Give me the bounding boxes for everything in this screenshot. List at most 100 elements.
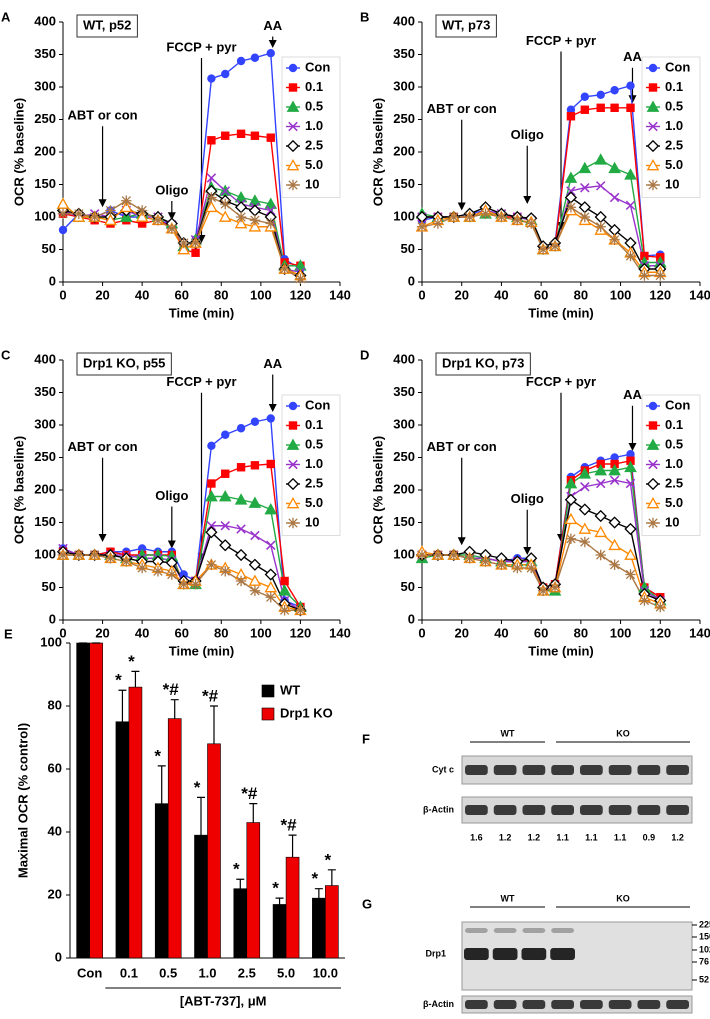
- x-axis-title: Time (min): [528, 305, 594, 320]
- y-tick-label: 0: [49, 611, 56, 626]
- y-tick-label: 250: [393, 111, 415, 126]
- y-tick-label: 400: [393, 13, 415, 28]
- band: [464, 948, 489, 960]
- ratio-label: 1.2: [671, 832, 684, 842]
- legend-label: 0.5: [305, 436, 323, 451]
- y-tick-label: 0: [55, 949, 62, 964]
- y-tick-label: 150: [393, 514, 415, 529]
- arrow-head: [268, 40, 277, 48]
- marker: [207, 74, 216, 83]
- marker: [250, 461, 260, 470]
- marker: [580, 105, 590, 114]
- band: [608, 805, 632, 815]
- marker: [236, 463, 246, 472]
- x-tick-label: 80: [574, 625, 588, 640]
- marker: [264, 502, 278, 515]
- marker: [220, 186, 230, 196]
- marker: [207, 441, 216, 450]
- marker: [205, 489, 218, 502]
- x-tick-label: 10.0: [313, 965, 338, 980]
- band: [608, 1000, 632, 1009]
- annotation: AA: [263, 356, 282, 371]
- legend-label: 0.1: [665, 79, 683, 94]
- band: [465, 928, 488, 933]
- panel-label: B: [360, 9, 369, 24]
- legend-marker: [286, 100, 300, 112]
- legend-label: 0.5: [305, 98, 323, 113]
- marker: [609, 192, 620, 203]
- band: [493, 928, 517, 933]
- legend-marker: [286, 158, 300, 171]
- marker: [152, 215, 164, 226]
- bar: [246, 822, 261, 959]
- marker: [220, 198, 231, 210]
- legend-label: 1.0: [665, 456, 683, 471]
- group-label: WT: [501, 893, 515, 903]
- panel-label: C: [1, 347, 11, 362]
- error-bar: [275, 897, 284, 905]
- annotation: Oligo: [155, 182, 188, 197]
- x-tick-label: 100: [250, 287, 272, 302]
- legend-marker: [288, 459, 298, 470]
- bar: [207, 743, 221, 959]
- marker: [248, 558, 262, 571]
- band: [465, 805, 488, 815]
- marker: [265, 218, 276, 229]
- marker: [73, 549, 85, 561]
- annotation: ABT or con: [427, 101, 497, 116]
- marker: [234, 216, 248, 229]
- marker: [496, 211, 507, 223]
- size-marker: 52: [699, 974, 709, 984]
- x-tick-label: 140: [329, 625, 351, 640]
- legend-label: Drp1 KO: [280, 705, 333, 720]
- x-tick-label: 60: [174, 287, 188, 302]
- marker: [135, 210, 149, 222]
- marker: [448, 211, 459, 223]
- marker: [626, 450, 635, 459]
- legend-label: 10: [305, 176, 319, 191]
- y-tick-label: 250: [393, 449, 415, 464]
- marker: [537, 585, 549, 596]
- legend-marker: [288, 83, 298, 92]
- group-label: KO: [616, 893, 630, 903]
- inset-box: [435, 14, 497, 38]
- marker: [537, 244, 549, 255]
- marker: [266, 414, 275, 423]
- y-tick-label: 60: [48, 760, 62, 775]
- marker: [220, 566, 231, 577]
- marker: [608, 161, 621, 174]
- marker: [205, 526, 218, 539]
- series-line: [62, 52, 301, 270]
- y-tick-label: 300: [34, 78, 56, 93]
- marker: [624, 548, 637, 560]
- ratio-label: 1.2: [528, 832, 541, 842]
- significance-label: *: [272, 879, 279, 898]
- y-tick-label: 200: [34, 143, 56, 158]
- marker: [190, 237, 201, 249]
- marker: [166, 569, 178, 580]
- marker: [416, 221, 428, 232]
- band: [465, 1000, 488, 1009]
- marker: [655, 270, 666, 281]
- x-tick-label: 40: [494, 625, 508, 640]
- marker: [549, 582, 561, 593]
- inset-box: [435, 352, 531, 376]
- marker: [609, 475, 620, 485]
- panel-label: G: [362, 896, 372, 911]
- marker: [655, 601, 666, 613]
- size-marker: 102: [699, 944, 710, 954]
- marker: [205, 200, 218, 213]
- significance-label: *#: [281, 816, 298, 835]
- band: [608, 765, 632, 775]
- marker: [235, 211, 247, 223]
- marker: [221, 131, 230, 140]
- arrow-head: [523, 547, 532, 555]
- legend-marker: [648, 83, 658, 92]
- arrow-head: [197, 235, 206, 243]
- y-tick-label: 150: [34, 176, 56, 191]
- marker: [625, 478, 636, 489]
- marker: [578, 467, 592, 479]
- bar: [272, 904, 287, 959]
- marker: [295, 605, 306, 616]
- marker: [166, 223, 178, 234]
